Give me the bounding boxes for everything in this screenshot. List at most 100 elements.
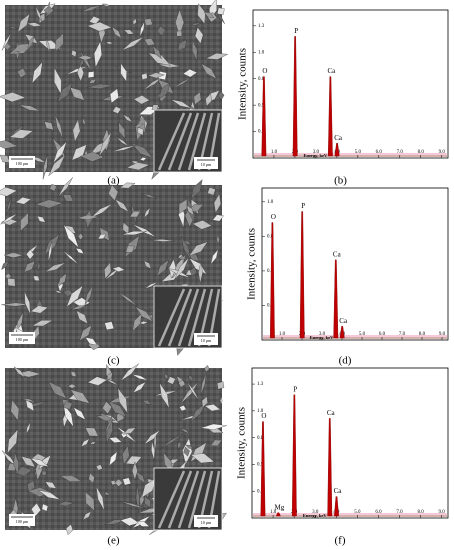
crystal: [9, 43, 35, 55]
crystal: [26, 422, 31, 435]
crystal: [63, 224, 79, 248]
x-tick-label: 1.0: [279, 332, 286, 337]
crystal: [171, 76, 193, 90]
y-tick-label: 1.0: [257, 409, 264, 414]
crystal: [103, 491, 110, 496]
crystal: [58, 273, 67, 287]
crystal: [82, 117, 86, 127]
crystal: [7, 278, 16, 287]
y-tick-label: 0.8: [258, 77, 265, 82]
inset-crystal: [187, 288, 207, 347]
crystal: [70, 371, 77, 378]
panel-label: (c): [107, 355, 120, 367]
crystal: [125, 245, 135, 253]
crystal: [101, 3, 111, 7]
crystal: [27, 35, 35, 49]
crystal: [33, 275, 40, 281]
crystal: [108, 401, 127, 418]
crystal: [204, 404, 221, 412]
crystal: [9, 129, 34, 139]
x-tick-label: 9.0: [439, 332, 446, 337]
panel-label: (b): [334, 175, 347, 187]
inset-scale-label: 10 µm: [201, 520, 212, 525]
crystal: [106, 364, 113, 384]
crystal: [88, 71, 95, 78]
crystal: [119, 500, 146, 509]
crystal: [156, 25, 166, 36]
crystal: [54, 290, 63, 294]
crystal: [13, 366, 26, 378]
crystal: [189, 266, 197, 277]
crystal: [0, 140, 19, 149]
crystal: [131, 374, 149, 381]
crystal: [13, 452, 20, 475]
crystal: [141, 193, 157, 199]
x-tick-label: 8.0: [419, 332, 426, 337]
crystal: [110, 480, 117, 485]
crystal: [77, 64, 84, 82]
crystal: [1, 302, 30, 307]
crystal: [212, 214, 224, 222]
peak-label: Ca: [334, 487, 343, 495]
crystal: [35, 6, 42, 22]
crystal: [191, 39, 198, 61]
x-tick-label: 5.0: [359, 332, 366, 337]
crystal: [1, 218, 18, 226]
y-tick-label: 1.0: [267, 200, 274, 205]
crystal: [201, 395, 208, 408]
x-tick-label: 7.0: [399, 332, 406, 337]
crystal: [143, 38, 156, 46]
crystal: [131, 461, 138, 481]
crystal: [205, 53, 229, 60]
crystal: [121, 231, 147, 236]
inset-crystal: [177, 112, 200, 171]
crystal: [13, 51, 20, 55]
peak: [327, 418, 333, 517]
crystal: [10, 399, 20, 421]
crystal: [167, 376, 176, 385]
x-tick-label: 3.0: [313, 150, 320, 155]
crystal: [180, 427, 190, 434]
crystal: [27, 479, 35, 493]
crystal: [48, 381, 67, 400]
scale-label: 100 µm: [16, 337, 29, 342]
crystal: [122, 477, 132, 486]
crystal: [89, 16, 101, 25]
background-band: [254, 153, 447, 157]
crystal: [117, 387, 128, 414]
peak: [334, 496, 339, 517]
crystal: [164, 373, 168, 380]
x-tick-label: 1.0: [271, 150, 278, 155]
crystal: [186, 381, 200, 401]
crystal: [192, 220, 213, 230]
crystal: [116, 136, 129, 147]
crystal: [186, 204, 195, 216]
crystal: [144, 18, 153, 26]
crystal: [6, 197, 12, 215]
crystal: [178, 198, 188, 214]
crystal: [188, 241, 209, 257]
crystal: [179, 405, 187, 412]
crystal: [75, 247, 85, 255]
crystal: [141, 477, 156, 498]
crystal: [34, 199, 64, 209]
crystal: [160, 433, 184, 449]
crystal: [147, 72, 165, 79]
crystal: [98, 131, 112, 157]
crystal: [21, 456, 36, 468]
crystal: [73, 407, 86, 421]
x-tick-label: 3.0: [319, 332, 326, 337]
crystal: [107, 420, 113, 441]
inset-scale-label: 10 µm: [201, 338, 212, 343]
crystal: [18, 104, 41, 112]
crystal: [81, 5, 102, 13]
crystal: [88, 79, 97, 84]
crystal: [190, 453, 215, 464]
crystal: [80, 151, 105, 162]
x-axis-label: Energy, keV: [303, 513, 328, 518]
crystal: [78, 232, 84, 241]
crystal: [139, 157, 147, 161]
crystal: [112, 106, 122, 114]
peak-label: O: [261, 412, 266, 420]
